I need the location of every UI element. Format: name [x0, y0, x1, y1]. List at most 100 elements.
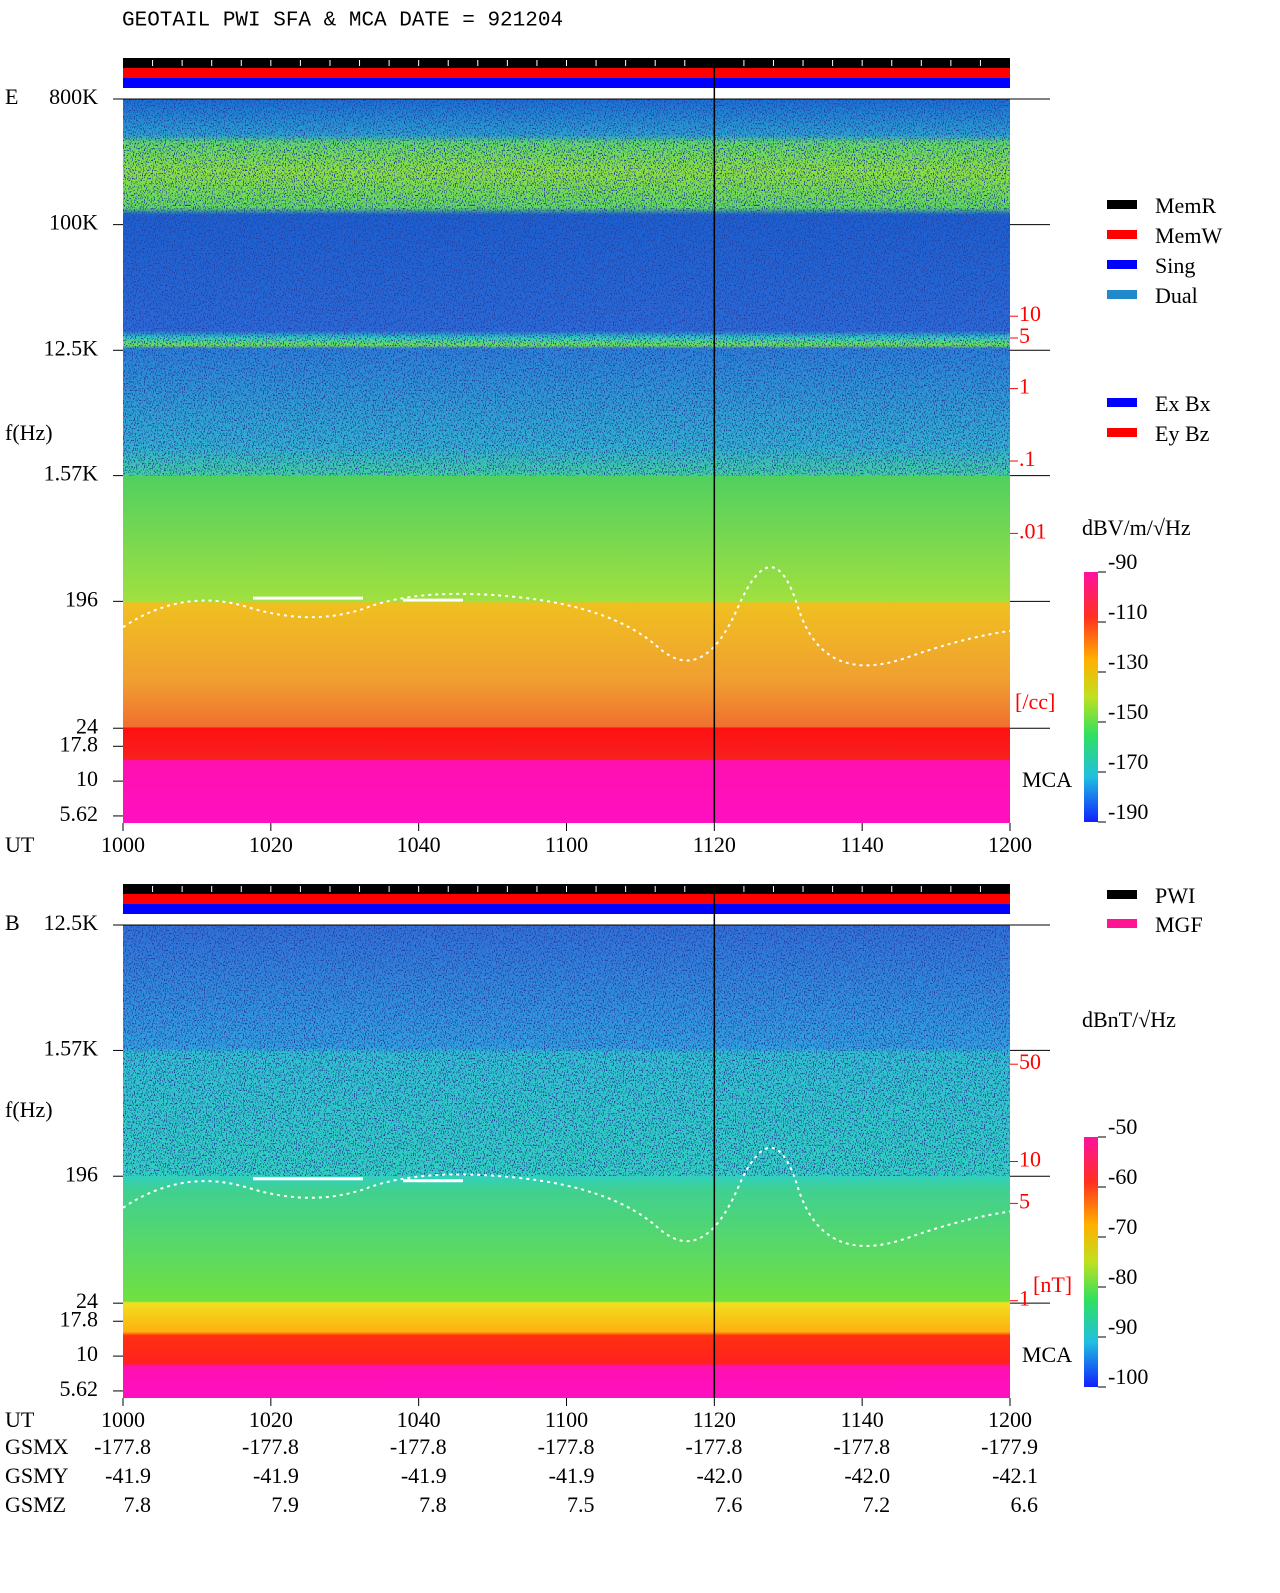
orbit-value: 7.2 — [863, 1492, 891, 1517]
y2-axis-label: [/cc] — [1015, 689, 1055, 714]
y2-tick-label: .1 — [1019, 446, 1036, 471]
legend-label: Sing — [1155, 253, 1195, 278]
legend-swatch — [1107, 428, 1137, 437]
y-tick-label: 1.57K — [44, 461, 99, 486]
status-bar — [123, 68, 1010, 78]
x-tick-label: 1100 — [545, 1407, 588, 1432]
x-axis-label: UT — [5, 832, 35, 857]
colorbar-tick-label: -80 — [1108, 1264, 1137, 1289]
colorbar-tick-label: -170 — [1108, 749, 1148, 774]
x-tick-label: 1120 — [693, 832, 736, 857]
y-tick-label: 100K — [49, 210, 98, 235]
orbit-value: -41.9 — [105, 1463, 151, 1488]
orbit-label: GSMZ — [5, 1492, 66, 1517]
legend-label: MGF — [1155, 912, 1203, 937]
orbit-value: -177.8 — [686, 1434, 743, 1459]
y-tick-label: 24 — [76, 713, 98, 738]
orbit-value: -177.8 — [390, 1434, 447, 1459]
orbit-value: 6.6 — [1011, 1492, 1039, 1517]
orbit-value: -42.0 — [697, 1463, 743, 1488]
y-tick-label: 196 — [65, 586, 98, 611]
legend-swatch — [1107, 890, 1137, 899]
orbit-value: 7.6 — [715, 1492, 743, 1517]
legend-swatch — [1107, 919, 1137, 928]
colorbar-tick-label: -70 — [1108, 1214, 1137, 1239]
y-tick-label: 5.62 — [60, 1376, 99, 1401]
y2-tick-label: 10 — [1019, 301, 1041, 326]
x-tick-label: 1100 — [545, 832, 588, 857]
orbit-value: 7.8 — [124, 1492, 152, 1517]
panel-label: E — [5, 84, 18, 109]
colorbar-tick-label: -50 — [1108, 1114, 1137, 1139]
y-tick-label: 10 — [76, 1341, 98, 1366]
y-tick-label: 17.8 — [60, 731, 99, 756]
status-bar — [123, 78, 1010, 88]
y2-tick-label: .01 — [1019, 518, 1047, 543]
x-tick-label: 1120 — [693, 1407, 736, 1432]
legend-label: Ey Bz — [1155, 421, 1210, 446]
orbit-value: 7.9 — [271, 1492, 299, 1517]
x-tick-label: 1200 — [988, 832, 1032, 857]
legend-swatch — [1107, 200, 1137, 209]
colorbar-tick-label: -60 — [1108, 1164, 1137, 1189]
orbit-value: 7.8 — [419, 1492, 447, 1517]
legend-label: MemW — [1155, 223, 1222, 248]
colorbar — [1084, 1137, 1098, 1387]
x-tick-label: 1140 — [841, 1407, 884, 1432]
emission-trace — [253, 596, 463, 602]
status-bar — [123, 894, 1010, 904]
orbit-value: -42.1 — [992, 1463, 1038, 1488]
orbit-value: -41.9 — [253, 1463, 299, 1488]
y2-tick-label: 10 — [1019, 1147, 1041, 1172]
legend-label: MemR — [1155, 193, 1216, 218]
colorbar-tick-label: -90 — [1108, 549, 1137, 574]
x-tick-label: 1040 — [397, 832, 441, 857]
y2-tick-label: 5 — [1019, 1188, 1030, 1213]
y-tick-label: 12.5K — [44, 335, 99, 360]
orbit-value: -177.9 — [981, 1434, 1038, 1459]
colorbar-label: dBnT/√Hz — [1082, 1007, 1176, 1032]
legend-label: Ex Bx — [1155, 391, 1211, 416]
x-axis-label: UT — [5, 1407, 35, 1432]
x-tick-label: 1140 — [841, 832, 884, 857]
y2-tick-label: 5 — [1019, 323, 1030, 348]
emission-trace — [122, 1146, 1112, 1247]
emission-trace — [122, 566, 1112, 667]
y-tick-label: 5.62 — [60, 801, 99, 826]
orbit-value: -41.9 — [549, 1463, 595, 1488]
y-tick-label: 1.57K — [44, 1035, 99, 1060]
mca-label: MCA — [1022, 1342, 1072, 1367]
y-tick-label: 12.5K — [44, 910, 99, 935]
title: GEOTAIL PWI SFA & MCA DATE = 921204 — [122, 10, 563, 33]
orbit-value: 7.5 — [567, 1492, 595, 1517]
orbit-value: -41.9 — [401, 1463, 447, 1488]
legend-swatch — [1107, 260, 1137, 269]
emission-trace — [253, 1177, 463, 1183]
y2-tick-label: 50 — [1019, 1049, 1041, 1074]
y2-axis-label: [nT] — [1033, 1272, 1072, 1297]
legend-swatch — [1107, 230, 1137, 239]
orbit-value: -177.8 — [538, 1434, 595, 1459]
y2-tick-label: 1 — [1019, 1286, 1030, 1311]
y-tick-label: 800K — [49, 84, 98, 109]
y2-tick-label: 1 — [1019, 374, 1030, 399]
orbit-value: -42.0 — [844, 1463, 890, 1488]
x-tick-label: 1000 — [101, 1407, 145, 1432]
orbit-value: -177.8 — [94, 1434, 151, 1459]
panel-label: B — [5, 910, 20, 935]
orbit-value: -177.8 — [242, 1434, 299, 1459]
colorbar-tick-label: -150 — [1108, 699, 1148, 724]
mca-label: MCA — [1022, 767, 1072, 792]
colorbar-tick-label: -110 — [1108, 599, 1148, 624]
orbit-label: GSMX — [5, 1434, 69, 1459]
orbit-label: GSMY — [5, 1463, 69, 1488]
colorbar-tick-label: -190 — [1108, 799, 1148, 824]
y-tick-label: 196 — [65, 1161, 98, 1186]
legend-swatch — [1107, 398, 1137, 407]
x-tick-label: 1200 — [988, 1407, 1032, 1432]
colorbar-tick-label: -130 — [1108, 649, 1148, 674]
spectrogram-speckle — [123, 925, 1010, 1176]
legend-swatch — [1107, 290, 1137, 299]
y-tick-label: 10 — [76, 766, 98, 791]
